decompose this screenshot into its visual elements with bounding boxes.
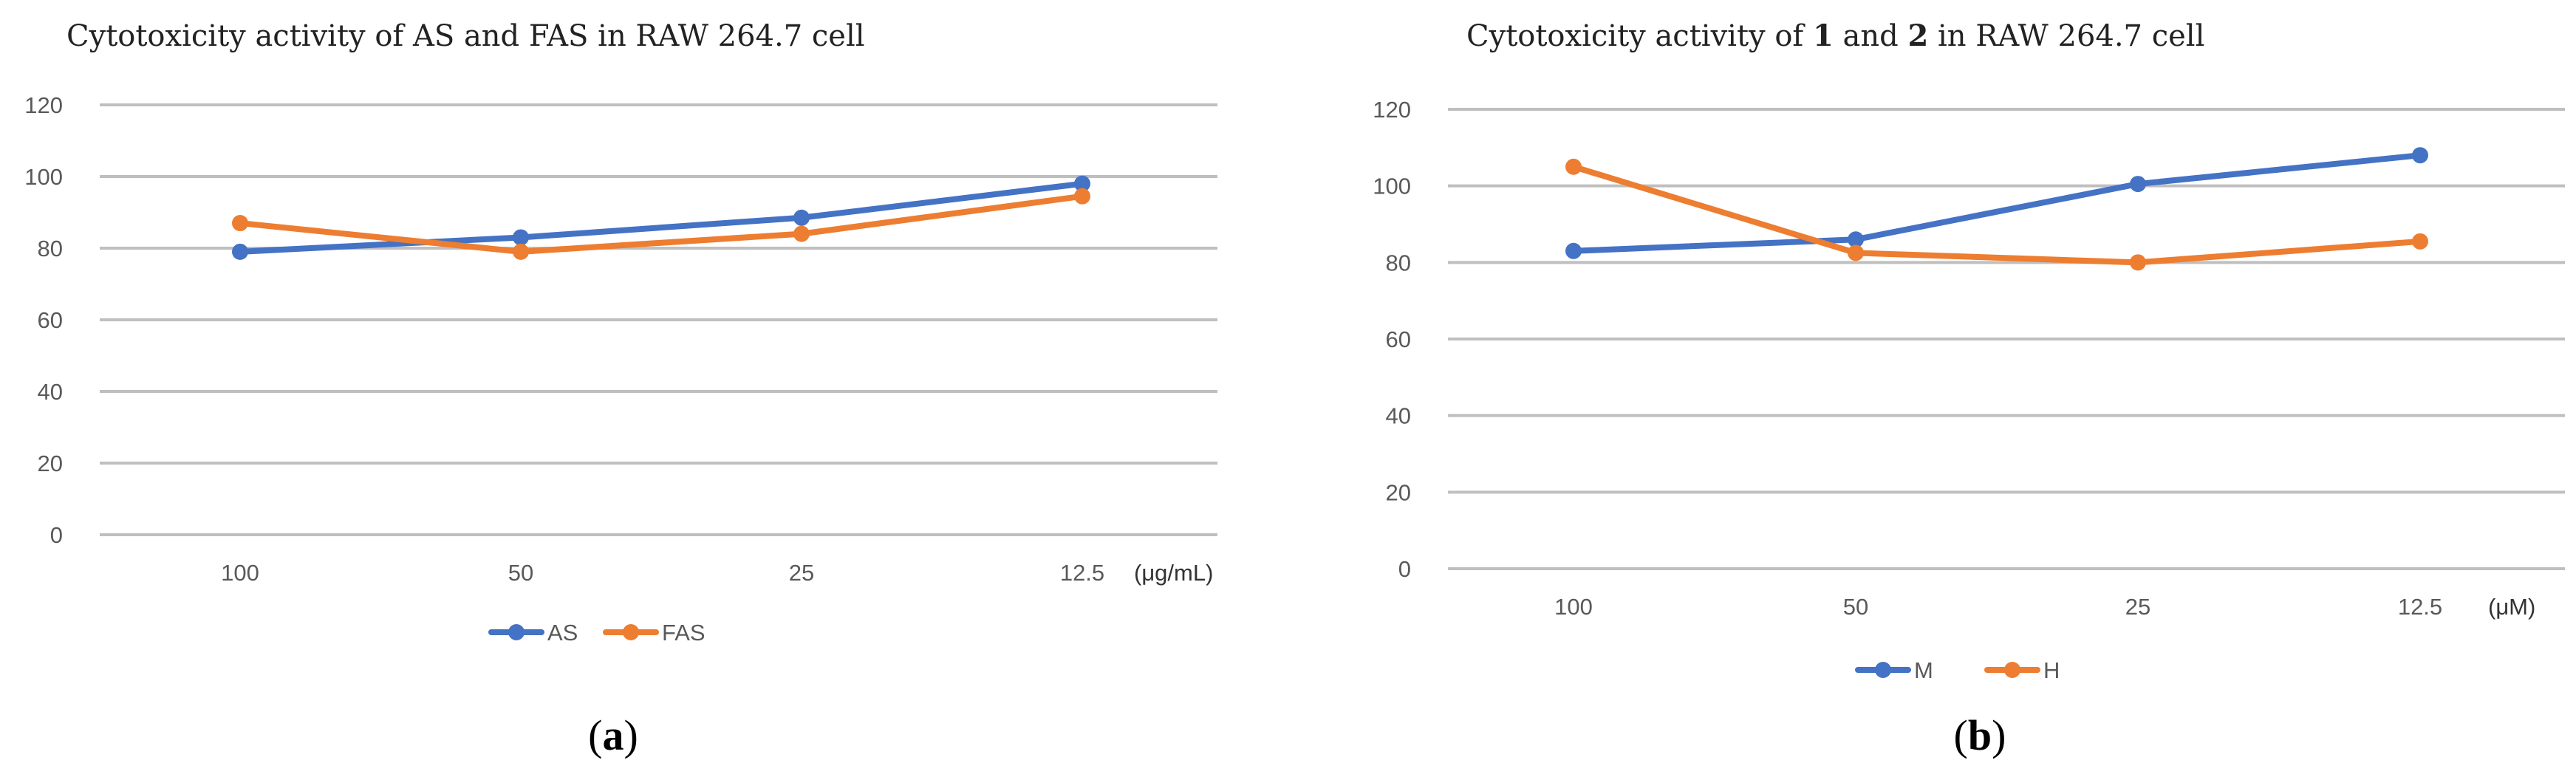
chart-b-y-tick-0: 0 xyxy=(1398,556,1411,582)
chart-b-x-tick-100: 100 xyxy=(1554,594,1593,620)
chart-b-title: Cytotoxicity activity of 1 and 2 in RAW … xyxy=(1466,18,2204,53)
chart-a-y-axis: 0 20 40 60 80 100 120 xyxy=(24,92,63,548)
chart-b-x-tick-25: 25 xyxy=(2125,594,2150,620)
chart-a-point-fas-12.5 xyxy=(1074,188,1090,205)
chart-a-point-as-25 xyxy=(793,209,810,226)
chart-a-x-tick-25: 25 xyxy=(789,560,814,586)
chart-b-point-m-12.5 xyxy=(2412,147,2428,164)
chart-a-legend-fas-label: FAS xyxy=(662,620,706,646)
chart-b-legend-h-label: H xyxy=(2043,657,2060,683)
chart-a-y-tick-60: 60 xyxy=(38,307,63,333)
chart-b-y-tick-40: 40 xyxy=(1386,403,1411,429)
chart-b-y-tick-100: 100 xyxy=(1373,174,1411,199)
chart-a-legend-fas-marker xyxy=(623,624,639,640)
chart-b-caption-open: ( xyxy=(1954,711,1968,759)
chart-a-series-fas-line xyxy=(237,193,1085,255)
chart-a-title: Cytotoxicity activity of AS and FAS in R… xyxy=(66,19,865,53)
chart-a-caption-open: ( xyxy=(588,711,602,759)
chart-a-point-as-12.5 xyxy=(1074,175,1090,192)
chart-a-series xyxy=(232,175,1090,260)
chart-b-x-unit: (μM) xyxy=(2488,594,2535,620)
chart-b-y-tick-80: 80 xyxy=(1386,250,1411,275)
chart-a-y-tick-20: 20 xyxy=(38,451,63,476)
chart-b-title-part-1: Cytotoxicity activity of xyxy=(1466,19,1813,53)
chart-a-y-tick-120: 120 xyxy=(24,92,63,118)
chart-b-x-tick-12.5: 12.5 xyxy=(2398,594,2442,620)
chart-b-title-compound-2: 2 xyxy=(1907,18,1928,53)
chart-a-point-fas-50 xyxy=(513,243,529,260)
chart-b-x-tick-50: 50 xyxy=(1843,594,1868,620)
chart-a-point-as-100 xyxy=(232,243,248,260)
chart-a-x-tick-100: 100 xyxy=(221,560,259,586)
chart-a-caption: (a) xyxy=(588,711,638,759)
chart-a-caption-close: ) xyxy=(624,711,638,759)
chart-a-point-fas-25 xyxy=(793,225,810,242)
chart-b-point-h-25 xyxy=(2130,254,2146,271)
chart-b-legend-m-marker xyxy=(1875,662,1891,678)
chart-a-legend: AS FAS xyxy=(488,620,706,646)
chart-b-point-h-100 xyxy=(1565,158,1582,175)
chart-b-point-h-12.5 xyxy=(2412,233,2428,250)
chart-b-point-m-100 xyxy=(1565,242,1582,259)
chart-a-y-tick-100: 100 xyxy=(24,164,63,190)
chart-b-point-h-50 xyxy=(1848,244,1864,261)
chart-a-y-tick-40: 40 xyxy=(38,379,63,405)
chart-a: Cytotoxicity activity of AS and FAS in R… xyxy=(24,19,1217,759)
chart-b-point-m-25 xyxy=(2130,176,2146,193)
chart-b-legend-h-marker xyxy=(2004,662,2020,678)
chart-a-y-tick-0: 0 xyxy=(50,522,63,548)
chart-b-caption-letter: b xyxy=(1968,711,1992,759)
chart-b-caption-close: ) xyxy=(1992,711,2006,759)
chart-b-series-m-line xyxy=(1571,152,2423,254)
chart-a-legend-as-marker xyxy=(508,624,525,640)
chart-a-legend-as-label: AS xyxy=(547,620,578,646)
chart-b-caption: (b) xyxy=(1954,711,2006,759)
chart-b-title-part-2: and xyxy=(1834,19,1908,53)
chart-b: Cytotoxicity activity of 1 and 2 in RAW … xyxy=(1373,18,2565,759)
chart-b-title-part-3: in RAW 264.7 cell xyxy=(1928,19,2204,53)
chart-b-y-tick-60: 60 xyxy=(1386,326,1411,352)
chart-b-legend-m-label: M xyxy=(1914,657,1933,683)
chart-b-y-tick-120: 120 xyxy=(1373,97,1411,123)
chart-a-gridlines xyxy=(100,103,1217,536)
chart-a-y-tick-80: 80 xyxy=(38,236,63,261)
chart-a-x-tick-50: 50 xyxy=(508,560,533,586)
chart-a-x-tick-12.5: 12.5 xyxy=(1060,560,1104,586)
chart-a-x-axis: 100 50 25 12.5 xyxy=(221,560,1104,586)
chart-a-point-fas-100 xyxy=(232,215,248,232)
chart-a-series-as-line xyxy=(237,180,1085,255)
chart-a-point-as-50 xyxy=(513,229,529,246)
chart-a-x-unit: (μg/mL) xyxy=(1134,560,1213,586)
chart-b-series xyxy=(1565,147,2428,271)
chart-b-y-tick-20: 20 xyxy=(1386,479,1411,505)
chart-b-y-axis: 0 20 40 60 80 100 120 xyxy=(1373,97,1411,582)
chart-b-title-compound-1: 1 xyxy=(1813,18,1834,53)
chart-b-series-h-line xyxy=(1571,163,2423,266)
chart-b-x-axis: 100 50 25 12.5 xyxy=(1554,594,2442,620)
chart-b-point-m-50 xyxy=(1848,231,1864,248)
chart-a-caption-letter: a xyxy=(603,711,624,759)
